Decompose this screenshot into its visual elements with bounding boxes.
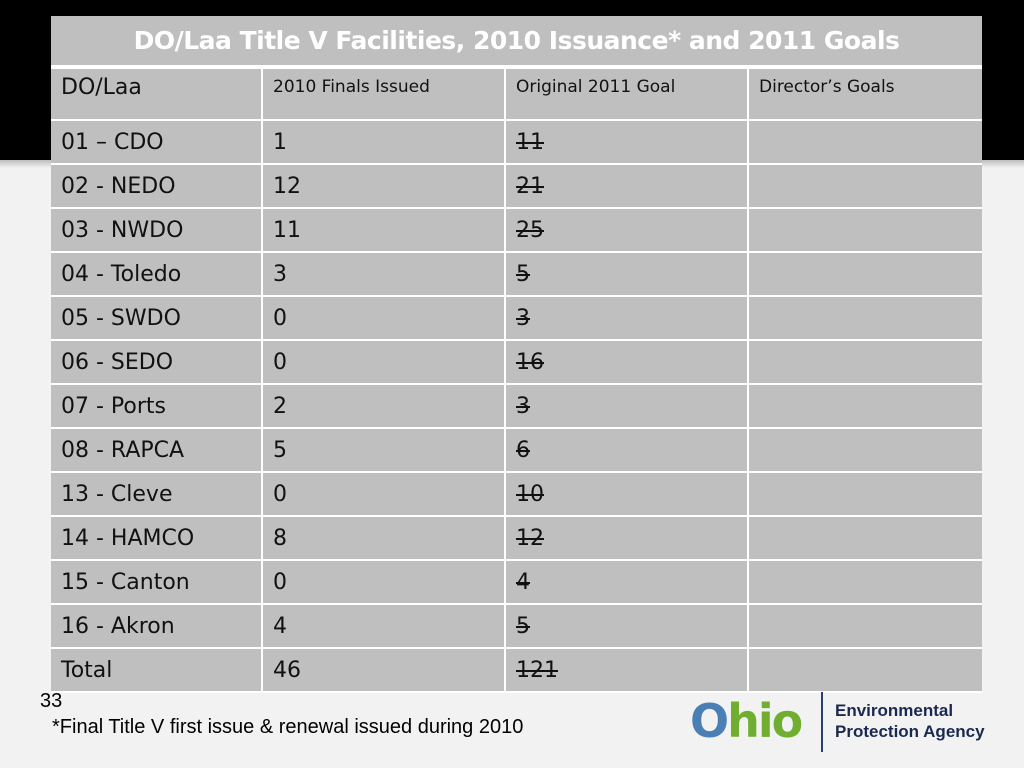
table-row: 03 - NWDO 11 25 (51, 208, 982, 253)
cell-issued: 4 (261, 604, 506, 649)
ohio-epa-logo: Ohio Environmental Protection Agency (690, 690, 1010, 756)
cell-issued: 0 (261, 560, 506, 605)
cell-original-goal: 25 (504, 208, 749, 253)
cell-original-goal: 5 (504, 252, 749, 297)
cell-office: 08 - RAPCA (51, 428, 263, 473)
table-row: 01 – CDO 1 11 (51, 120, 982, 165)
table-row: 06 - SEDO 0 16 (51, 340, 982, 385)
goals-table-container: DO/Laa Title V Facilities, 2010 Issuance… (51, 16, 982, 693)
table-title: DO/Laa Title V Facilities, 2010 Issuance… (51, 16, 982, 69)
table-row: 07 - Ports 2 3 (51, 384, 982, 429)
cell-director-goal (747, 428, 982, 473)
table-row: 13 - Cleve 0 10 (51, 472, 982, 517)
cell-director-goal (747, 560, 982, 605)
cell-director-goal (747, 252, 982, 297)
column-header-issued: 2010 Finals Issued (261, 67, 506, 121)
ohio-wordmark-o: O (690, 694, 729, 748)
cell-original-goal: 6 (504, 428, 749, 473)
cell-issued: 1 (261, 120, 506, 165)
table-row: 05 - SWDO 0 3 (51, 296, 982, 341)
cell-issued: 11 (261, 208, 506, 253)
cell-office: 14 - HAMCO (51, 516, 263, 561)
ohio-wordmark: Ohio (690, 694, 803, 748)
cell-office: 04 - Toledo (51, 252, 263, 297)
footnote: *Final Title V first issue & renewal iss… (52, 716, 524, 738)
cell-issued: 0 (261, 296, 506, 341)
table-row: 15 - Canton 0 4 (51, 560, 982, 605)
column-header-row: DO/Laa 2010 Finals Issued Original 2011 … (51, 67, 982, 121)
cell-director-goal (747, 472, 982, 517)
cell-director-goal (747, 648, 982, 693)
cell-original-goal: 121 (504, 648, 749, 693)
cell-director-goal (747, 208, 982, 253)
cell-office: Total (51, 648, 263, 693)
cell-original-goal: 11 (504, 120, 749, 165)
cell-director-goal (747, 516, 982, 561)
cell-office: 01 – CDO (51, 120, 263, 165)
cell-original-goal: 21 (504, 164, 749, 209)
cell-director-goal (747, 384, 982, 429)
cell-original-goal: 3 (504, 384, 749, 429)
cell-office: 07 - Ports (51, 384, 263, 429)
agency-name-line2: Protection Agency (835, 722, 985, 741)
cell-original-goal: 10 (504, 472, 749, 517)
column-header-office: DO/Laa (51, 67, 263, 121)
cell-issued: 46 (261, 648, 506, 693)
table-row: 16 - Akron 4 5 (51, 604, 982, 649)
table-row: Total 46 121 (51, 648, 982, 693)
cell-original-goal: 12 (504, 516, 749, 561)
cell-office: 03 - NWDO (51, 208, 263, 253)
column-header-director-goals: Director’s Goals (747, 67, 982, 121)
cell-issued: 3 (261, 252, 506, 297)
cell-issued: 8 (261, 516, 506, 561)
cell-original-goal: 16 (504, 340, 749, 385)
cell-office: 15 - Canton (51, 560, 263, 605)
cell-issued: 0 (261, 472, 506, 517)
table-row: 04 - Toledo 3 5 (51, 252, 982, 297)
goals-table: DO/Laa Title V Facilities, 2010 Issuance… (51, 16, 982, 693)
table-row: 02 - NEDO 12 21 (51, 164, 982, 209)
cell-issued: 5 (261, 428, 506, 473)
cell-director-goal (747, 164, 982, 209)
cell-office: 05 - SWDO (51, 296, 263, 341)
cell-original-goal: 3 (504, 296, 749, 341)
cell-original-goal: 5 (504, 604, 749, 649)
cell-director-goal (747, 120, 982, 165)
cell-director-goal (747, 340, 982, 385)
cell-office: 06 - SEDO (51, 340, 263, 385)
slide-number: 33 (40, 690, 63, 712)
agency-name: Environmental Protection Agency (835, 700, 985, 742)
cell-director-goal (747, 604, 982, 649)
cell-office: 02 - NEDO (51, 164, 263, 209)
table-row: 14 - HAMCO 8 12 (51, 516, 982, 561)
cell-issued: 2 (261, 384, 506, 429)
column-header-original-goal: Original 2011 Goal (504, 67, 749, 121)
cell-office: 13 - Cleve (51, 472, 263, 517)
table-row: 08 - RAPCA 5 6 (51, 428, 982, 473)
ohio-wordmark-rest: hio (727, 694, 803, 748)
cell-issued: 12 (261, 164, 506, 209)
cell-original-goal: 4 (504, 560, 749, 605)
agency-name-line1: Environmental (835, 701, 954, 720)
logo-divider (821, 692, 823, 752)
table-body: DO/Laa 2010 Finals Issued Original 2011 … (51, 67, 982, 693)
cell-director-goal (747, 296, 982, 341)
cell-issued: 0 (261, 340, 506, 385)
cell-office: 16 - Akron (51, 604, 263, 649)
